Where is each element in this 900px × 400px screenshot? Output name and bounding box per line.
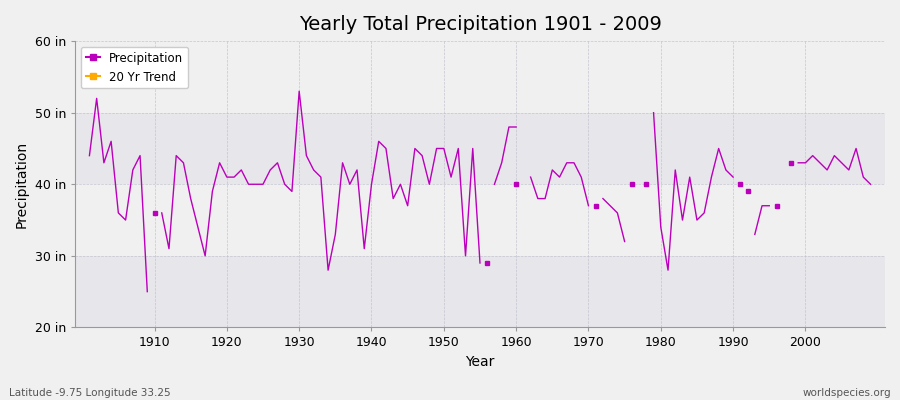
X-axis label: Year: Year — [465, 355, 495, 369]
Bar — [75, 113, 885, 184]
Title: Yearly Total Precipitation 1901 - 2009: Yearly Total Precipitation 1901 - 2009 — [299, 15, 662, 34]
Text: Latitude -9.75 Longitude 33.25: Latitude -9.75 Longitude 33.25 — [9, 388, 171, 398]
Legend: Precipitation, 20 Yr Trend: Precipitation, 20 Yr Trend — [81, 47, 188, 88]
Text: worldspecies.org: worldspecies.org — [803, 388, 891, 398]
Bar — [75, 256, 885, 328]
Y-axis label: Precipitation: Precipitation — [15, 141, 29, 228]
